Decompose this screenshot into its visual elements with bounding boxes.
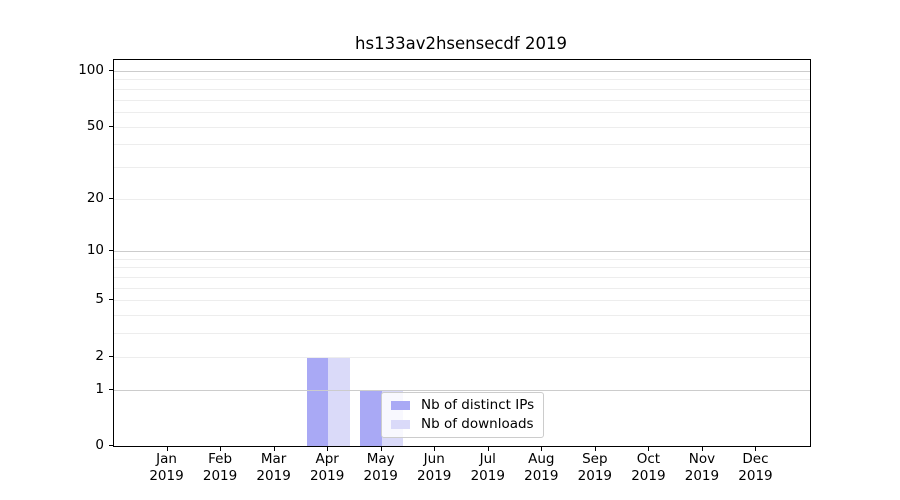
x-tick-label: Feb 2019 [188, 451, 252, 484]
minor-gridline [114, 167, 810, 168]
x-tick-label: Oct 2019 [616, 451, 680, 484]
x-tick-label: Jan 2019 [135, 451, 199, 484]
legend: Nb of distinct IPs Nb of downloads [381, 392, 545, 438]
y-tick-label: 10 [86, 242, 104, 259]
minor-gridline [114, 199, 810, 200]
x-tick-label: Mar 2019 [242, 451, 306, 484]
y-tick-mark [109, 445, 113, 446]
y-tick-label: 100 [78, 62, 104, 78]
x-tick-month: Nov [688, 451, 716, 467]
x-tick-year: 2019 [149, 467, 184, 484]
x-tick-mark [701, 447, 703, 451]
x-tick-label: Jun 2019 [402, 451, 466, 484]
minor-gridline [114, 333, 810, 334]
x-tick-mark [220, 447, 222, 451]
x-tick-month: Sep [582, 451, 608, 467]
x-tick-label: May 2019 [349, 451, 413, 484]
major-gridline [114, 390, 810, 391]
x-tick-mark [594, 447, 596, 451]
x-tick-mark [434, 447, 436, 451]
minor-gridline [114, 357, 810, 358]
x-tick-year: 2019 [363, 467, 398, 484]
x-tick-month: Jul [479, 451, 496, 467]
x-tick-label: Nov 2019 [670, 451, 734, 484]
x-tick-month: Aug [528, 451, 555, 467]
minor-gridline [114, 79, 810, 80]
y-tick-mark [109, 126, 113, 127]
x-tick-year: 2019 [470, 467, 505, 484]
legend-item: Nb of downloads [391, 416, 534, 433]
x-tick-mark [648, 447, 650, 451]
x-tick-month: Mar [260, 451, 287, 467]
y-tick-mark [109, 70, 113, 71]
x-tick-year: 2019 [577, 467, 613, 484]
minor-gridline [114, 112, 810, 113]
major-gridline [114, 71, 810, 72]
major-gridline [114, 251, 810, 252]
x-tick-month: Dec [742, 451, 769, 467]
x-tick-year: 2019 [417, 467, 452, 484]
x-tick-mark [166, 447, 168, 451]
x-tick-year: 2019 [256, 467, 291, 484]
x-tick-mark [327, 447, 329, 451]
x-tick-month: Feb [208, 451, 233, 467]
x-tick-month: May [366, 451, 395, 467]
minor-gridline [114, 288, 810, 289]
minor-gridline [114, 89, 810, 90]
plot-area: Nb of distinct IPs Nb of downloads [113, 59, 811, 447]
x-tick-month: Jun [423, 451, 445, 467]
x-tick-label: Jul 2019 [456, 451, 520, 484]
minor-gridline [114, 277, 810, 278]
legend-label: Nb of downloads [421, 416, 534, 432]
x-tick-mark [755, 447, 757, 451]
x-tick-mark [487, 447, 489, 451]
legend-item: Nb of distinct IPs [391, 397, 534, 414]
y-tick-label: 0 [95, 437, 104, 453]
minor-gridline [114, 315, 810, 316]
minor-gridline [114, 300, 810, 301]
x-tick-mark [273, 447, 275, 451]
y-tick-label: 2 [95, 347, 104, 364]
y-tick-mark [109, 356, 113, 357]
x-tick-year: 2019 [309, 467, 345, 484]
legend-swatch [391, 401, 410, 410]
x-tick-mark [541, 447, 543, 451]
x-tick-year: 2019 [738, 467, 773, 484]
y-tick-mark [109, 250, 113, 251]
y-tick-label: 50 [86, 117, 104, 134]
minor-gridline [114, 100, 810, 101]
y-tick-mark [109, 299, 113, 300]
y-tick-mark [109, 389, 113, 390]
bar-apr-distinct-ips [306, 356, 329, 446]
minor-gridline [114, 267, 810, 268]
minor-gridline [114, 259, 810, 260]
x-tick-month: Jan [156, 451, 177, 467]
x-tick-year: 2019 [202, 467, 238, 484]
y-tick-label: 20 [86, 189, 104, 206]
minor-gridline [114, 127, 810, 128]
x-tick-year: 2019 [524, 467, 559, 484]
x-tick-mark [380, 447, 382, 451]
minor-gridline [114, 144, 810, 145]
x-tick-label: Aug 2019 [509, 451, 573, 484]
chart-title: hs133av2hsensecdf 2019 [355, 34, 567, 53]
x-tick-month: Oct [636, 451, 661, 467]
bar-apr-downloads [328, 356, 350, 446]
x-tick-label: Apr 2019 [295, 451, 359, 484]
legend-label: Nb of distinct IPs [421, 397, 535, 413]
y-tick-label: 1 [95, 380, 104, 397]
x-tick-label: Dec 2019 [723, 451, 787, 484]
x-tick-year: 2019 [684, 467, 720, 484]
x-tick-year: 2019 [631, 467, 666, 484]
x-tick-month: Apr [315, 451, 339, 467]
x-tick-label: Sep 2019 [563, 451, 627, 484]
y-tick-mark [109, 198, 113, 199]
y-tick-label: 5 [95, 291, 104, 308]
legend-swatch [391, 420, 410, 429]
bar-may-distinct-ips [360, 389, 382, 446]
